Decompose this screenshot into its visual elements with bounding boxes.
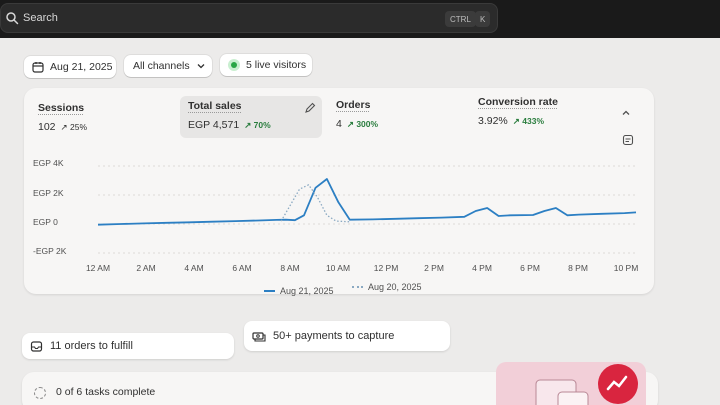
x-tick-label: 4 AM (184, 263, 203, 273)
x-tick-label: 6 PM (520, 263, 540, 273)
legend-swatch-dashed (352, 286, 363, 288)
live-visitors-label: 5 live visitors (246, 59, 306, 71)
channels-dropdown[interactable]: All channels (124, 55, 212, 77)
date-picker-button[interactable]: Aug 21, 2025 (24, 56, 116, 78)
top-bar: Search CTRL K (0, 0, 720, 38)
analytics-card: Sessions 102 ↗ 25% Total sales EGP 4,571… (24, 88, 654, 294)
calendar-icon (32, 61, 44, 73)
setup-illustration (496, 362, 646, 405)
legend-label: Aug 21, 2025 (280, 286, 334, 296)
search-bar[interactable]: Search CTRL K (0, 3, 498, 33)
x-tick-label: 4 PM (472, 263, 492, 273)
legend-label: Aug 20, 2025 (368, 282, 422, 292)
live-visitors-button[interactable]: 5 live visitors (220, 54, 312, 76)
date-label: Aug 21, 2025 (50, 61, 112, 73)
x-tick-label: 10 AM (326, 263, 350, 273)
series-line-aug-21 (98, 179, 636, 225)
x-tick-label: 2 AM (136, 263, 155, 273)
x-tick-label: 8 PM (568, 263, 588, 273)
x-tick-label: 12 PM (374, 263, 399, 273)
tasks-progress-label: 0 of 6 tasks complete (56, 386, 155, 398)
shortcut-ctrl: CTRL (445, 11, 476, 27)
inbox-icon (30, 340, 43, 353)
legend-swatch-solid (264, 290, 275, 292)
progress-circle-icon (34, 387, 46, 399)
live-status-icon (228, 59, 240, 71)
channels-label: All channels (133, 60, 190, 72)
setup-guide-card: 0 of 6 tasks complete (22, 372, 658, 405)
search-label: Search (23, 12, 58, 24)
fulfill-label: 11 orders to fulfill (50, 340, 133, 352)
cash-icon (252, 330, 266, 343)
x-tick-label: 8 AM (280, 263, 299, 273)
search-icon (5, 11, 19, 25)
x-tick-label: 10 PM (614, 263, 639, 273)
shortcut-k: K (475, 11, 490, 27)
payments-label: 50+ payments to capture (273, 330, 394, 342)
x-tick-label: 12 AM (86, 263, 110, 273)
legend-aug-20: Aug 20, 2025 (352, 282, 422, 292)
orders-to-fulfill-button[interactable]: 11 orders to fulfill (22, 333, 234, 359)
chevron-down-icon (196, 61, 206, 71)
legend-aug-21: Aug 21, 2025 (264, 286, 334, 296)
payments-to-capture-button[interactable]: 50+ payments to capture (244, 321, 450, 351)
x-tick-label: 2 PM (424, 263, 444, 273)
x-tick-label: 6 AM (232, 263, 251, 273)
